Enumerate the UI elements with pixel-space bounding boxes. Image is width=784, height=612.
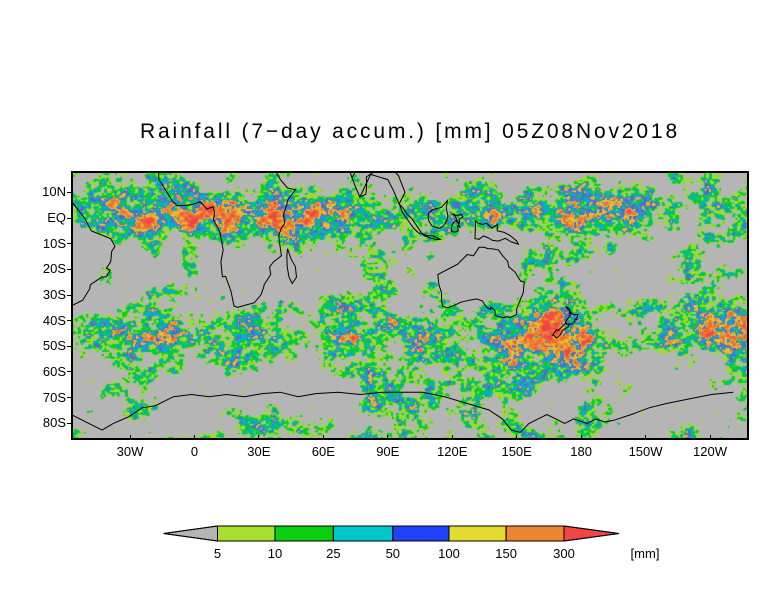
svg-text:[mm]: [mm] [631,546,660,561]
svg-text:50: 50 [386,546,400,561]
svg-text:5: 5 [214,546,221,561]
svg-text:10: 10 [268,546,282,561]
svg-text:25: 25 [326,546,340,561]
svg-text:100: 100 [438,546,460,561]
svg-text:150: 150 [495,546,517,561]
svg-text:300: 300 [553,546,575,561]
